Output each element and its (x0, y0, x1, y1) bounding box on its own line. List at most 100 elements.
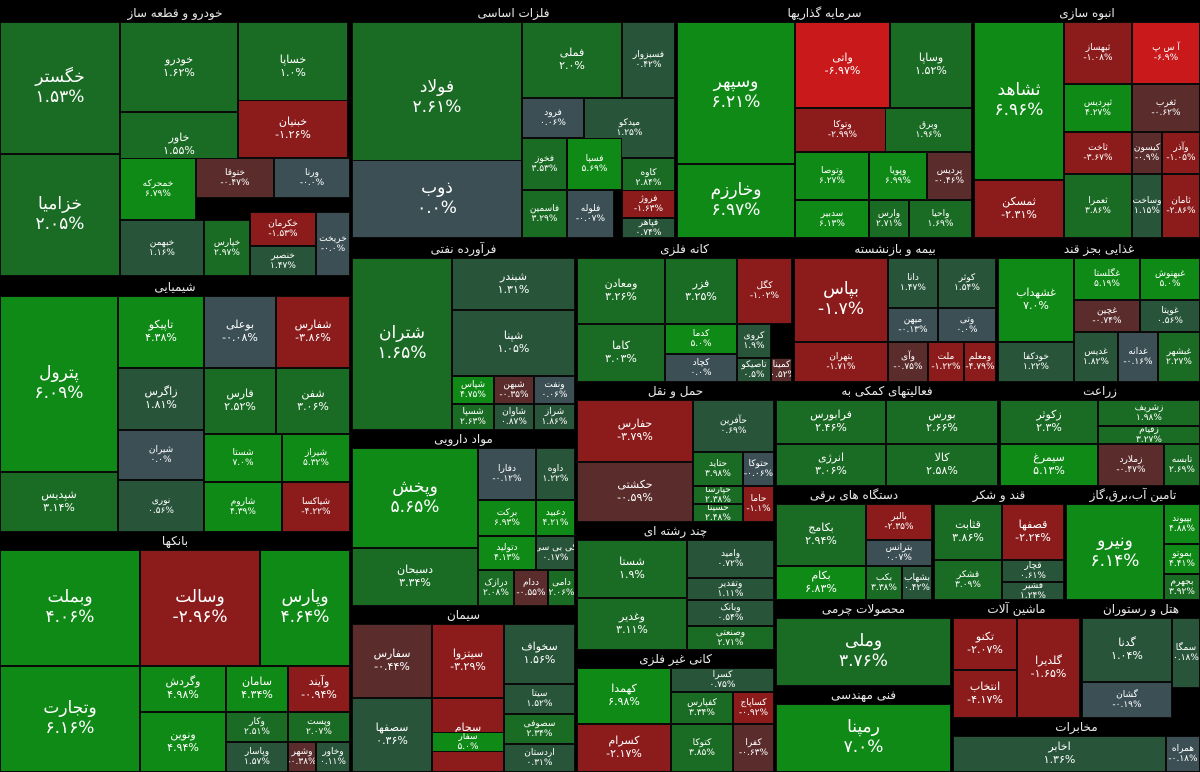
stock-tile[interactable]: ثعمرا ۳.۸۶% (1064, 174, 1132, 238)
stock-tile[interactable]: دفارا -۰.۱۲% (478, 448, 536, 500)
stock-tile[interactable]: وملی ۳.۷۶% (776, 618, 951, 686)
stock-tile[interactable]: بتهران -۱.۷۱% (794, 342, 888, 382)
stock-tile[interactable]: ذوب ۰.۰% (352, 160, 522, 238)
stock-tile[interactable]: فروژ -۱.۶۳% (622, 190, 675, 218)
stock-tile[interactable]: تکنو -۲.۰۷% (953, 618, 1017, 670)
stock-tile[interactable]: شپاس ۴.۷۵% (452, 376, 494, 404)
stock-tile[interactable]: درازک ۲.۰۸% (478, 570, 514, 606)
stock-tile[interactable]: داوه ۱.۲۲% (536, 448, 575, 500)
stock-tile[interactable]: فرود ۰.۰۶% (522, 98, 584, 138)
stock-tile[interactable]: قشیر ۱.۲۴% (1002, 582, 1064, 600)
stock-tile[interactable]: خزامیا ۲.۰۵% (0, 154, 120, 276)
stock-tile[interactable]: بجهرم ۳.۹۲% (1164, 574, 1200, 600)
stock-tile[interactable]: ونیرو ۶.۱۴% (1066, 504, 1164, 600)
stock-tile[interactable]: کچاد ۰.۰% (665, 354, 737, 382)
stock-tile[interactable]: اردستان ۰.۳۱% (504, 744, 575, 772)
stock-tile[interactable]: کدما ۵.۰% (665, 324, 737, 354)
stock-tile[interactable]: سصفها ۰.۳۶% (352, 698, 432, 772)
stock-tile[interactable]: شستا ۷.۰% (204, 434, 282, 482)
stock-tile[interactable]: قثابت ۳.۸۶% (934, 504, 1002, 560)
stock-tile[interactable]: پردیس -۰.۴۶% (927, 152, 972, 200)
stock-tile[interactable]: ثمسکن -۲.۳۱% (974, 180, 1064, 238)
stock-tile[interactable]: بورس ۲.۶۶% (886, 400, 998, 444)
stock-tile[interactable]: وتوصا ۶.۲۷% (795, 152, 869, 200)
stock-tile[interactable]: خساپا ۱.۰% (238, 22, 348, 112)
stock-tile[interactable]: زاگرس ۱.۸۱% (118, 368, 204, 430)
stock-tile[interactable]: وسالت -۲.۹۶% (140, 550, 260, 666)
stock-tile[interactable]: زقیام ۳.۲۷% (1098, 426, 1200, 444)
stock-tile[interactable]: سیمرغ ۵.۱۳% (1000, 444, 1098, 486)
stock-tile[interactable]: ثامان -۲.۸۶% (1162, 174, 1200, 238)
stock-tile[interactable]: کفرا -۰.۶۳% (733, 724, 774, 772)
stock-tile[interactable]: وپخش ۵.۶۵% (352, 448, 478, 548)
stock-tile[interactable]: خکرمان -۱.۵۳% (250, 212, 316, 246)
stock-tile[interactable]: شستا ۱.۹% (577, 540, 687, 598)
stock-tile[interactable]: ورنا -۰.۰% (274, 158, 350, 198)
stock-tile[interactable]: بکام ۶.۸۳% (776, 566, 866, 600)
stock-tile[interactable]: سفارس -۰.۴۴% (352, 624, 432, 698)
stock-tile[interactable]: تابسه ۲.۶۹% (1164, 444, 1200, 486)
stock-tile[interactable]: رمپنا ۷.۰% (776, 704, 951, 772)
stock-tile[interactable]: شاروم ۴.۳۹% (204, 482, 282, 532)
stock-tile[interactable]: فلوله -۰.۰۷% (567, 190, 614, 238)
stock-tile[interactable]: ومعادن ۳.۲۶% (577, 258, 665, 324)
stock-tile[interactable]: غگلستا ۵.۱۹% (1074, 258, 1140, 300)
stock-tile[interactable]: غدانه -۰.۱۶% (1118, 332, 1158, 382)
stock-tile[interactable]: شپدیس ۳.۱۴% (0, 472, 118, 532)
stock-tile[interactable]: غدیس ۱.۸۲% (1074, 332, 1118, 382)
stock-tile[interactable]: کالا ۲.۵۸% (886, 444, 998, 486)
stock-tile[interactable]: وپست ۲.۰۷% (288, 712, 350, 742)
stock-tile[interactable]: ومعلم -۴.۷۹% (964, 342, 996, 382)
stock-tile[interactable]: کروی ۱.۹% (737, 324, 771, 358)
stock-tile[interactable]: تاپیکو ۴.۳۸% (118, 296, 204, 368)
stock-tile[interactable]: وبرق ۱.۹۶% (885, 108, 972, 152)
stock-tile[interactable]: دعبید ۴.۲۱% (536, 500, 575, 536)
stock-tile[interactable]: پترول ۶.۰۹% (0, 296, 118, 472)
stock-tile[interactable]: وگردش ۴.۹۸% (140, 666, 226, 712)
stock-tile[interactable]: فرابورس ۲.۴۶% (776, 400, 886, 444)
stock-tile[interactable]: وارس ۲.۷۱% (869, 200, 909, 238)
stock-tile[interactable]: سفار ۵.۰% (432, 732, 504, 752)
stock-tile[interactable]: ونفت ۰.۰۶% (534, 376, 575, 404)
stock-tile[interactable]: غبشهر ۲.۲۷% (1158, 332, 1200, 382)
stock-tile[interactable]: سامان ۴.۳۴% (226, 666, 288, 712)
stock-tile[interactable]: خگستر ۱.۵۳% (0, 22, 120, 154)
stock-tile[interactable]: بوعلی -۰.۰۸% (204, 296, 276, 368)
stock-tile[interactable]: زکوثر ۲.۳% (1000, 400, 1098, 444)
stock-tile[interactable]: وخارزم ۶.۹۷% (677, 164, 795, 238)
stock-tile[interactable]: انرژی ۳.۰۶% (776, 444, 886, 486)
stock-tile[interactable]: کمینا-۰.۵۲% (771, 358, 792, 382)
stock-tile[interactable]: فولاد ۲.۶۱% (352, 22, 522, 174)
stock-tile[interactable]: غبهنوش ۵.۰% (1140, 258, 1200, 300)
stock-tile[interactable]: خپارس ۲.۹۷% (204, 220, 250, 276)
stock-tile[interactable]: ثاخت -۳.۶۷% (1064, 132, 1132, 174)
stock-tile[interactable]: کاما ۳.۰۳% (577, 324, 665, 382)
stock-tile[interactable]: وغدیر ۳.۱۱% (577, 598, 687, 650)
stock-tile[interactable]: بپیوند ۴.۸۸% (1164, 504, 1200, 544)
stock-tile[interactable]: بموتو ۴.۴۱% (1164, 544, 1200, 574)
stock-tile[interactable]: ثپردیس ۴.۲۷% (1064, 84, 1132, 132)
stock-tile[interactable]: گلدیرا -۱.۶۵% (1017, 618, 1080, 718)
stock-tile[interactable]: بالبر -۲.۳۵% (866, 504, 932, 540)
stock-tile[interactable]: بکامج ۲.۹۴% (776, 504, 866, 566)
stock-tile[interactable]: حکشتی -۰.۵۹% (577, 462, 693, 522)
stock-tile[interactable]: وکار ۲.۵۱% (226, 712, 288, 742)
stock-tile[interactable]: تاصیکو ۰.۵% (737, 358, 771, 382)
stock-tile[interactable]: شپنا ۱.۰۵% (452, 310, 575, 376)
stock-tile[interactable]: وپاسار ۱.۵۷% (226, 742, 288, 772)
stock-tile[interactable]: وصنعتی ۲.۷۱% (687, 626, 774, 650)
stock-tile[interactable]: وامید ۰.۷۲% (687, 540, 774, 578)
stock-tile[interactable]: گدنا ۱.۰۴% (1082, 618, 1172, 682)
stock-tile[interactable]: اخابر ۱.۳۶% (953, 736, 1166, 772)
stock-tile[interactable]: فزر ۳.۲۵% (665, 258, 737, 324)
stock-tile[interactable]: فسبزوار ۰.۴۲% (622, 22, 675, 98)
stock-tile[interactable]: ثبهساز -۱.۰۸% (1064, 22, 1132, 84)
stock-tile[interactable]: بترانس ۰.۰۷% (866, 540, 932, 566)
stock-tile[interactable]: فاسمین ۳.۲۹% (522, 190, 567, 238)
stock-tile[interactable]: قصفها -۲.۲۴% (1002, 504, 1064, 560)
stock-tile[interactable]: شفن ۳.۰۶% (276, 368, 350, 434)
stock-tile[interactable]: فپاهر ۰.۷۴% (622, 218, 675, 238)
stock-tile[interactable]: وسپهر ۶.۲۱% (677, 22, 795, 164)
stock-tile[interactable]: قچار ۰.۶۱% (1002, 560, 1064, 582)
stock-tile[interactable]: گشان -۰.۱۹% (1082, 682, 1172, 718)
